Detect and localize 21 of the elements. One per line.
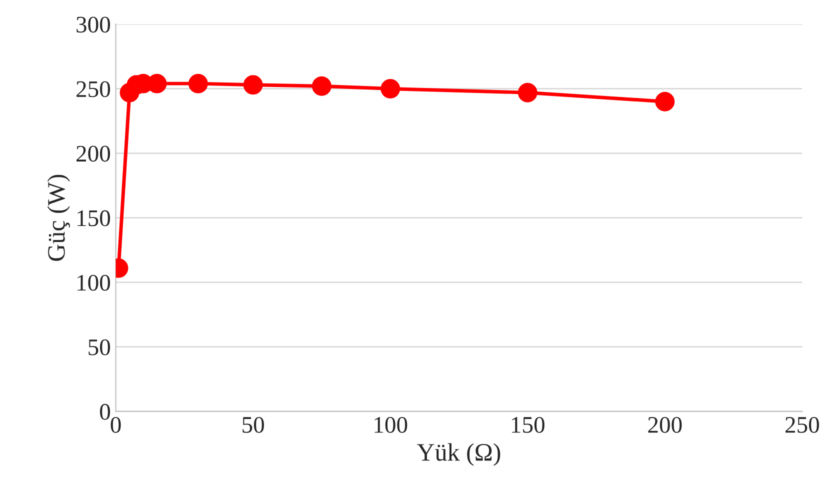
y-tick-label: 50 [88, 339, 110, 356]
x-tick-label: 100 [374, 416, 408, 433]
y-axis-title: Güç (W) [47, 174, 70, 261]
x-tick-label: 250 [786, 416, 819, 433]
point [518, 82, 538, 102]
y-tick-label: 0 [100, 404, 110, 420]
y-tick-label: 250 [76, 81, 110, 98]
point [312, 76, 332, 96]
point [188, 74, 208, 94]
y-tick-label: 300 [76, 16, 110, 33]
y-tick-label: 150 [78, 210, 110, 226]
point [243, 75, 263, 95]
point [655, 92, 675, 112]
x-tick-label: 150 [512, 416, 544, 433]
x-tick-label: 0 [110, 416, 121, 433]
x-tick-label: 200 [648, 416, 682, 433]
y-tick-label: 200 [76, 146, 110, 162]
x-tick-label: 50 [242, 416, 264, 433]
point [380, 79, 400, 98]
y-tick-label: 100 [78, 274, 110, 291]
x-axis-title: Yük (Ω) [417, 443, 500, 466]
